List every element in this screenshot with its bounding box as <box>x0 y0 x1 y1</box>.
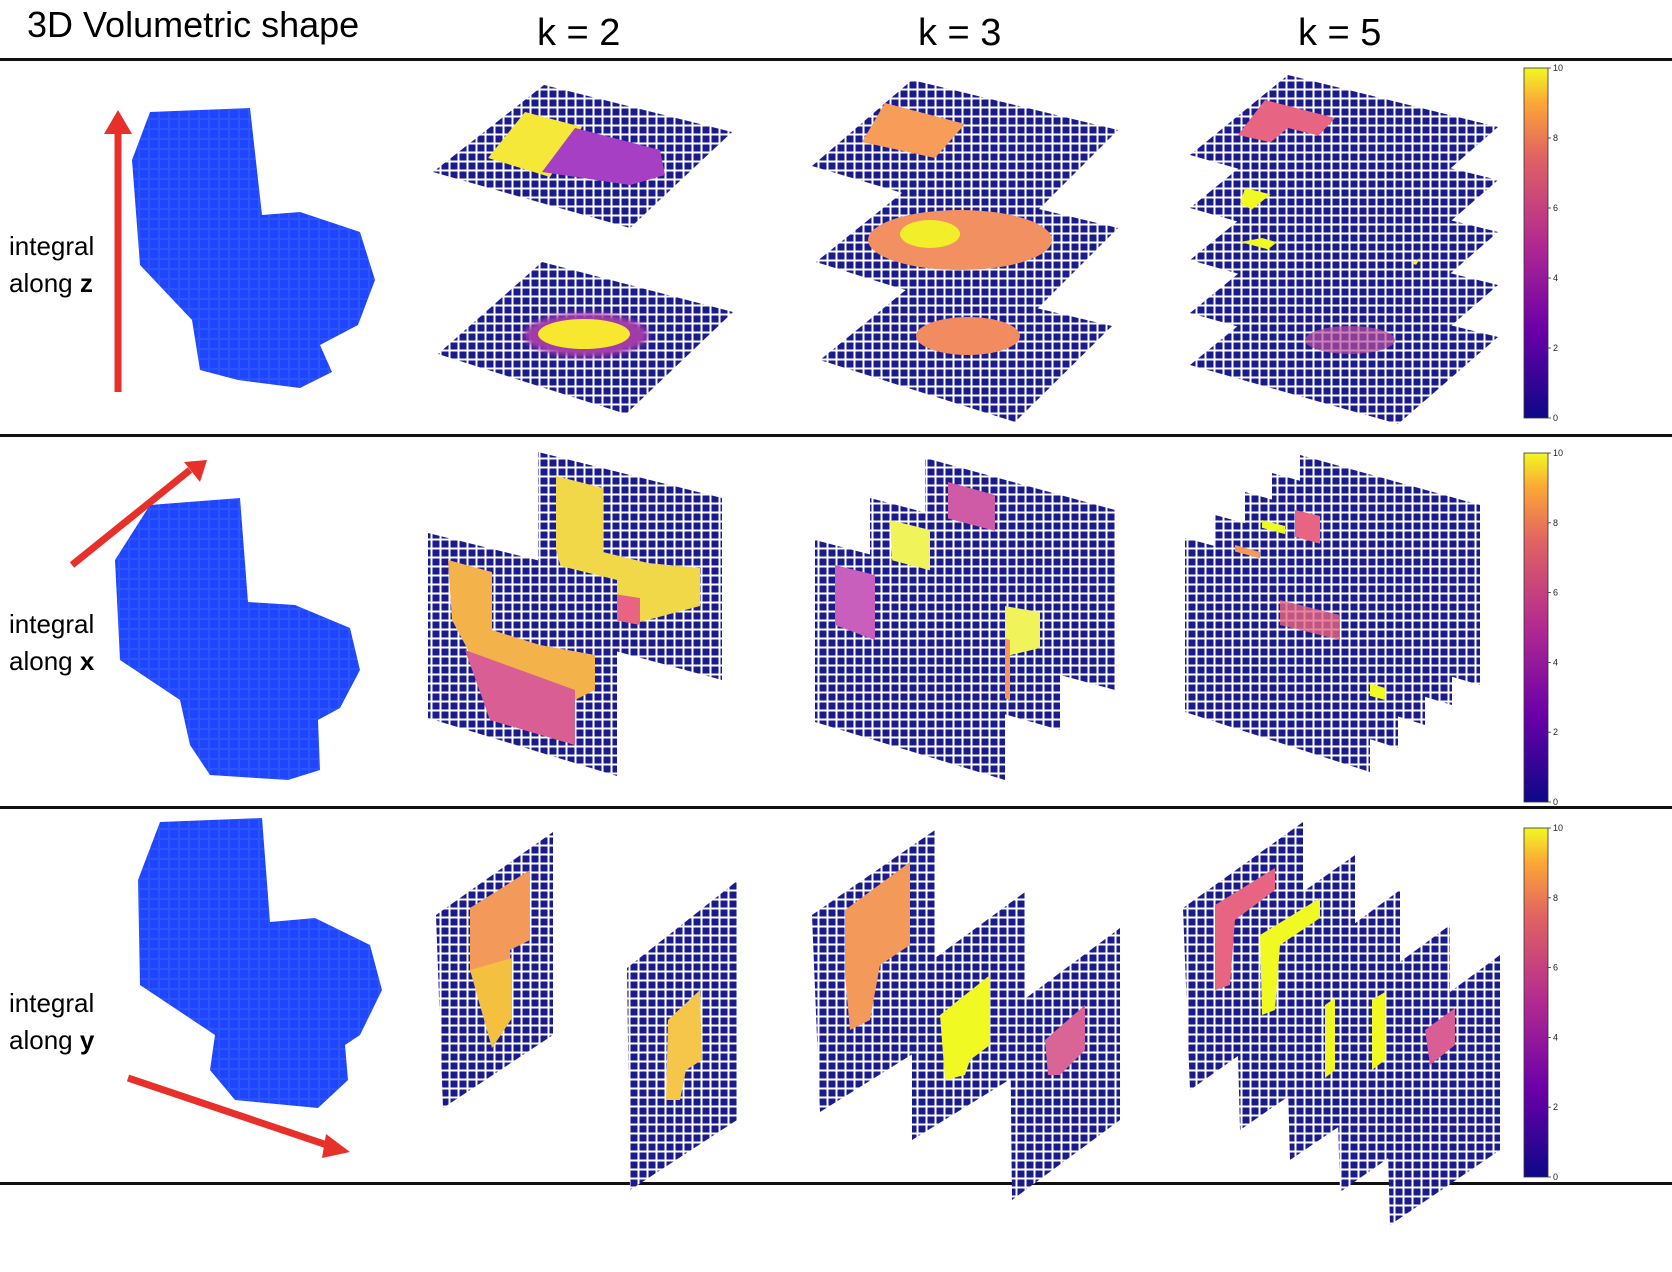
row-y-k5-slices <box>1183 822 1500 1225</box>
arrow-y-head <box>322 1134 350 1158</box>
column-header-k3: k = 3 <box>918 12 1002 54</box>
separator-bottom <box>0 1182 1672 1185</box>
axis-name-z: z <box>79 268 93 298</box>
axis-name-y: y <box>79 1025 95 1055</box>
colorbar-tick-label: 10 <box>1553 63 1563 73</box>
colorbar-tick-label: 0 <box>1553 797 1558 807</box>
column-header-k2: k = 2 <box>537 12 621 54</box>
colorbar-tick-label: 0 <box>1553 1172 1558 1182</box>
colorbar-tick-label: 4 <box>1553 657 1558 667</box>
arrow-x <box>69 467 193 568</box>
colorbar-tick-label: 2 <box>1553 727 1558 737</box>
row-z-k3-slices <box>812 80 1118 422</box>
colorbar-tick-label: 0 <box>1553 413 1558 423</box>
colorbar-tick-label: 6 <box>1553 203 1558 213</box>
colorbar-tick-label: 6 <box>1553 963 1558 973</box>
colorbar-1 <box>1523 67 1549 419</box>
column-header-k5: k = 5 <box>1298 12 1382 54</box>
colorbar-tick-label: 8 <box>1553 893 1558 903</box>
row-label-z: integral along z <box>9 231 95 298</box>
row-y-k2-slices <box>436 832 737 1190</box>
separator-1 <box>0 434 1672 437</box>
colorbar-3 <box>1523 827 1549 1178</box>
row-label-y: integral along y <box>9 988 95 1055</box>
arrow-x-head <box>184 460 207 482</box>
separator-top <box>0 58 1672 61</box>
row-y-k3-slices <box>812 830 1120 1200</box>
row-y-voxel-shape <box>126 818 382 1158</box>
colorbar-tick-label: 4 <box>1553 1032 1558 1042</box>
colorbar-tick-label: 10 <box>1553 448 1563 458</box>
arrow-y <box>126 1074 332 1150</box>
arrow-z-head <box>104 110 132 134</box>
colorbar-tick-label: 8 <box>1553 133 1558 143</box>
row-x-k5-slices <box>1185 455 1480 772</box>
figure-title: 3D Volumetric shape <box>27 4 360 45</box>
colorbar-tick-label: 2 <box>1553 1102 1558 1112</box>
row-z-voxel-shape <box>104 108 375 392</box>
colorbars: 0 2 4 6 8 10 0 2 4 6 8 10 0 2 4 6 8 10 <box>1523 63 1563 1182</box>
row-x-k3-slices <box>815 458 1115 780</box>
row-x-k2-slices <box>428 452 722 776</box>
colorbar-tick-label: 4 <box>1553 273 1558 283</box>
colorbar-tick-label: 6 <box>1553 588 1558 598</box>
row-label-x: integral along x <box>9 609 95 676</box>
colorbar-2 <box>1523 452 1549 803</box>
colorbar-tick-label: 2 <box>1553 343 1558 353</box>
colorbar-tick-label: 8 <box>1553 518 1558 528</box>
separator-2 <box>0 806 1672 809</box>
row-x-voxel-shape <box>69 460 360 780</box>
row-z-k2-slices <box>433 85 733 414</box>
colorbar-tick-label: 10 <box>1553 823 1563 833</box>
axis-name-x: x <box>79 646 95 676</box>
row-z-k5-slices <box>1190 75 1498 424</box>
